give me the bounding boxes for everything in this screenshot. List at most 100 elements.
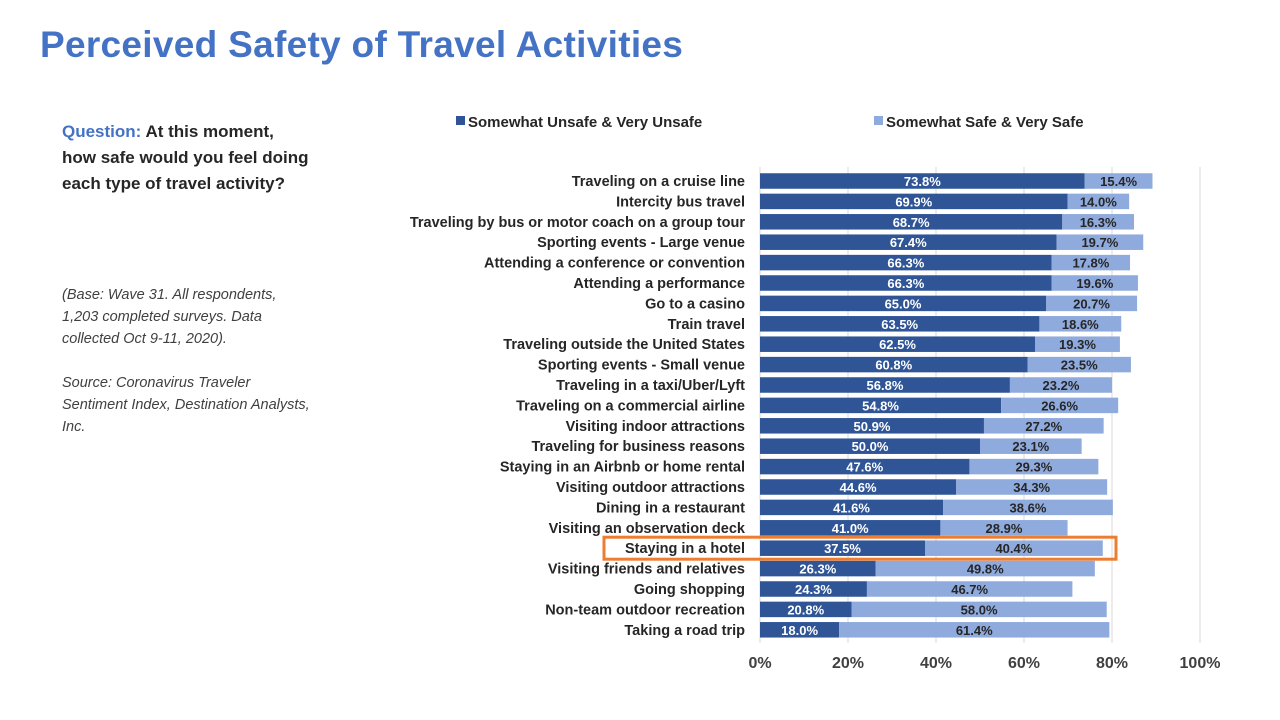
data-label-safe: 46.7% [951,582,988,597]
data-label-unsafe: 68.7% [893,215,930,230]
data-label-unsafe: 37.5% [824,541,861,556]
data-label-safe: 23.1% [1012,439,1049,454]
data-label-safe: 23.2% [1043,378,1080,393]
x-tick-label: 40% [920,655,952,672]
data-label-unsafe: 66.3% [887,276,924,291]
data-label-unsafe: 66.3% [887,256,924,271]
bar-unsafe [760,295,1046,312]
category-label: Staying in a hotel [625,541,745,557]
data-label-safe: 40.4% [995,541,1032,556]
bar-safe [1067,193,1130,210]
data-label-safe: 49.8% [967,562,1004,577]
bar-unsafe [760,336,1035,352]
data-label-unsafe: 47.6% [846,460,883,475]
bar-safe [1062,214,1134,230]
data-label-safe: 58.0% [961,602,998,617]
bar-unsafe [760,377,1010,393]
page-title: Perceived Safety of Travel Activities [40,24,684,65]
bar-unsafe [760,356,1028,373]
bar-unsafe [760,479,957,495]
bar-safe [1027,356,1131,373]
category-label: Visiting friends and relatives [548,562,745,578]
category-label: Intercity bus travel [616,194,745,210]
bar-unsafe [760,581,867,597]
bar-unsafe [760,560,876,577]
data-label-safe: 28.9% [986,521,1023,536]
data-label-unsafe: 50.0% [852,439,889,454]
data-label-safe: 19.6% [1076,276,1113,291]
category-label: Attending a conference or convention [484,256,745,272]
bar-safe [1009,377,1112,393]
bar-unsafe [760,438,980,454]
data-label-unsafe: 65.0% [885,296,922,311]
data-label-safe: 23.5% [1061,358,1098,373]
category-label: Traveling on a commercial airline [516,398,745,414]
category-label: Go to a casino [645,296,745,312]
bar-safe [943,499,1113,516]
data-label-unsafe: 18.0% [781,623,818,638]
bar-unsafe [760,397,1002,414]
category-label: Dining in a restaurant [596,500,745,516]
bar-safe [956,479,1108,495]
data-label-safe: 38.6% [1010,500,1047,515]
data-label-unsafe: 24.3% [795,582,832,597]
data-label-unsafe: 54.8% [862,398,899,413]
bar-unsafe [760,499,944,516]
data-label-safe: 20.7% [1073,296,1110,311]
bar-unsafe [760,193,1068,210]
bar-unsafe [760,458,970,475]
bar-safe [1056,234,1144,250]
bar-safe [940,520,1068,536]
question-label: Question: [62,122,142,141]
data-label-unsafe: 44.6% [840,480,877,495]
category-label: Train travel [668,317,745,333]
category-label: Taking a road trip [624,623,745,639]
data-label-unsafe: 60.8% [875,358,912,373]
bar-unsafe [760,601,852,618]
data-label-safe: 15.4% [1100,174,1137,189]
bar-safe [969,458,1099,475]
bar-safe [1051,275,1138,291]
category-label: Staying in an Airbnb or home rental [500,460,745,476]
data-label-safe: 19.3% [1059,337,1096,352]
category-label: Traveling by bus or motor coach on a gro… [410,215,745,231]
data-label-unsafe: 26.3% [799,562,836,577]
category-label: Sporting events - Small venue [538,358,745,374]
bar-unsafe [760,234,1057,250]
bar-unsafe [760,316,1040,332]
data-label-unsafe: 62.5% [879,337,916,352]
bar-safe [983,418,1104,434]
bar-safe [1046,295,1138,312]
legend-label-unsafe: Somewhat Unsafe & Very Unsafe [468,114,702,131]
bar-safe [839,622,1110,638]
x-tick-label: 60% [1008,655,1040,672]
bar-unsafe [760,418,984,434]
data-label-safe: 26.6% [1041,398,1078,413]
category-label: Traveling for business reasons [531,439,745,455]
bar-unsafe [760,214,1063,230]
bar-safe [875,560,1095,577]
data-label-unsafe: 50.9% [854,419,891,434]
category-label: Visiting an observation deck [549,521,746,537]
data-label-unsafe: 63.5% [881,317,918,332]
category-label: Visiting outdoor attractions [556,480,745,496]
bar-safe [1035,336,1120,352]
data-label-unsafe: 67.4% [890,235,927,250]
data-label-unsafe: 56.8% [867,378,904,393]
legend-swatch-safe [874,116,883,125]
category-label: Attending a performance [573,276,745,292]
bar-safe [866,581,1073,597]
x-tick-label: 0% [748,655,771,672]
data-label-unsafe: 41.6% [833,500,870,515]
data-label-unsafe: 69.9% [895,194,932,209]
bar-safe [925,540,1103,556]
category-label: Sporting events - Large venue [537,235,745,251]
x-tick-label: 100% [1180,655,1221,672]
bar-safe [1051,254,1131,271]
category-label: Traveling outside the United States [503,337,745,353]
category-label: Going shopping [634,582,745,598]
data-label-unsafe: 73.8% [904,174,941,189]
legend-label-safe: Somewhat Safe & Very Safe [886,114,1084,131]
question-body: At this moment, how safe would you feel … [62,122,309,193]
legend-swatch-unsafe [456,116,465,125]
